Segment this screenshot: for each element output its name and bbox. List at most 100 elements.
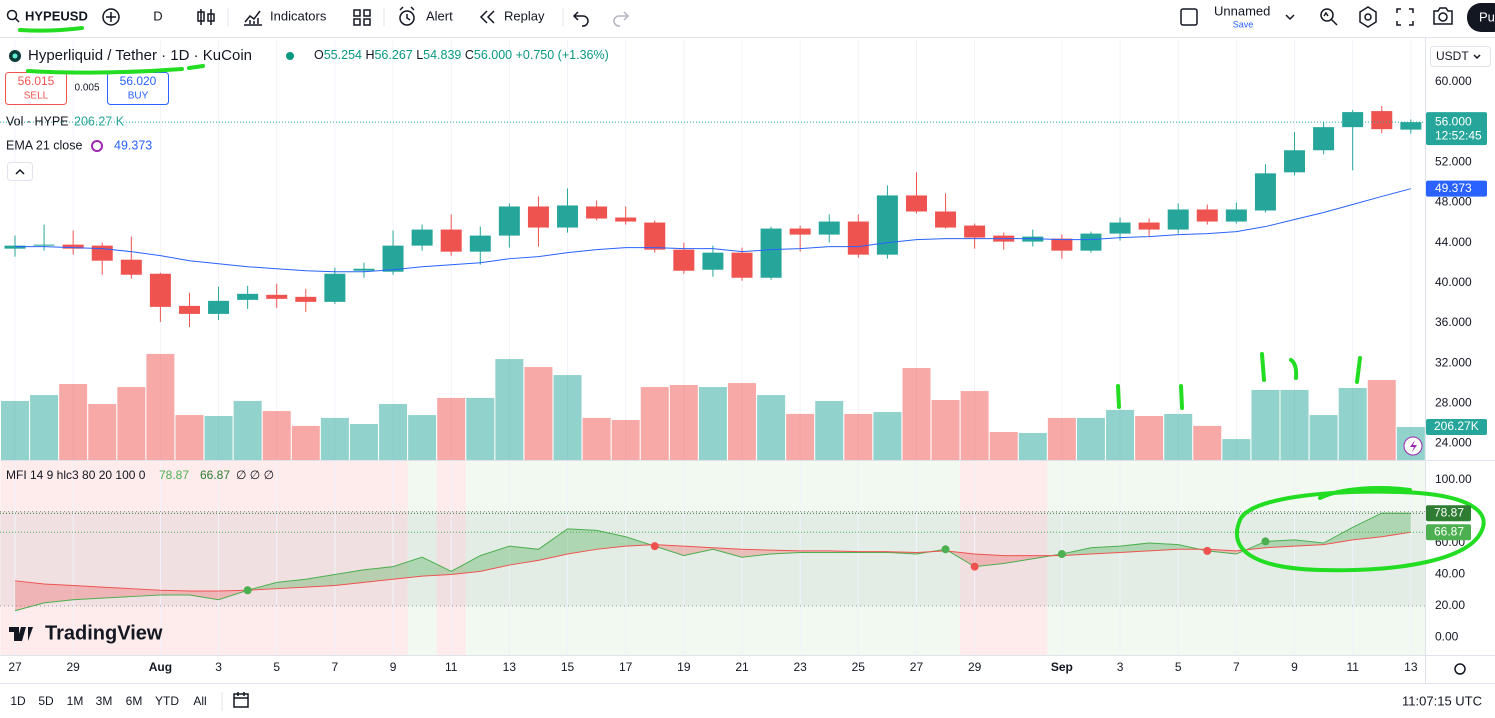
- candle-body: [1400, 122, 1422, 130]
- replay-button[interactable]: Replay: [504, 8, 545, 23]
- axis-settings[interactable]: [1454, 663, 1466, 675]
- mfi-tag-value: 78.87: [1434, 505, 1464, 519]
- fullscreen-button[interactable]: [1396, 8, 1414, 26]
- mfi-tag: [1426, 524, 1471, 541]
- indicators-button[interactable]: Indicators: [270, 8, 327, 23]
- volume-bar: [553, 375, 582, 460]
- y-tick-label: 40.000: [1435, 275, 1472, 289]
- layout-name[interactable]: Unnamed: [1214, 3, 1270, 18]
- volume-bar: [1309, 415, 1338, 460]
- volume-bar: [466, 397, 495, 460]
- redo-button[interactable]: [613, 11, 630, 27]
- volume-bar: [698, 387, 727, 460]
- candle-body: [702, 252, 724, 270]
- indicators-icon[interactable]: [244, 10, 262, 26]
- candle-body: [673, 249, 695, 271]
- interval[interactable]: D: [153, 8, 162, 23]
- mfi-zone: [872, 461, 902, 655]
- symbol[interactable]: HYPEUSD: [25, 8, 88, 23]
- y-tick-label: 24.000: [1435, 436, 1472, 450]
- volume-bar: [960, 391, 989, 460]
- candle-body: [905, 195, 927, 212]
- candle-body: [527, 206, 549, 228]
- ohlc-value: 54.839: [423, 48, 461, 62]
- range-button[interactable]: 1M: [67, 694, 84, 708]
- symbol-title[interactable]: Hyperliquid / Tether · 1D · KuCoin: [28, 47, 252, 64]
- range-button[interactable]: 5D: [38, 694, 54, 708]
- mfi-legend[interactable]: MFI 14 9 hlc3 80 20 100 0: [6, 468, 146, 482]
- volume-bar: [1280, 389, 1309, 460]
- volume-bar: [1164, 413, 1193, 460]
- snapshot-button[interactable]: [1433, 7, 1453, 25]
- volume-bar: [262, 411, 291, 460]
- marks: [0, 106, 1425, 612]
- candle-body: [1080, 233, 1102, 251]
- layout-checkbox[interactable]: [1180, 8, 1198, 26]
- quick-search: [1323, 11, 1338, 26]
- save-label[interactable]: Save: [1233, 19, 1254, 29]
- range-button[interactable]: 1D: [10, 694, 26, 708]
- layout-menu[interactable]: [1285, 14, 1295, 21]
- layouts-icon[interactable]: [353, 9, 371, 26]
- buy-price[interactable]: 56.020: [120, 74, 157, 88]
- volume-bar: [204, 416, 233, 460]
- range-button[interactable]: YTD: [155, 694, 179, 708]
- ohlc-key: C: [465, 48, 474, 62]
- volume-bar: [669, 384, 698, 460]
- annotation: [1116, 352, 1362, 410]
- mfi-fill: [538, 528, 568, 561]
- candle-body: [295, 296, 317, 302]
- volume-legend[interactable]: Vol · HYPE: [6, 114, 69, 128]
- sell-price[interactable]: 56.015: [18, 74, 55, 88]
- x-tick-label: 21: [735, 660, 749, 674]
- collapse-legend[interactable]: [7, 162, 33, 181]
- mfi-fill: [73, 585, 103, 600]
- range-button[interactable]: All: [193, 694, 206, 708]
- candle-body: [120, 259, 142, 275]
- chart-type-icon[interactable]: [197, 9, 215, 25]
- sell-label[interactable]: SELL: [24, 91, 49, 102]
- y-tick-label: 32.000: [1435, 355, 1472, 369]
- quick-search[interactable]: [1320, 8, 1334, 22]
- range-button[interactable]: 3M: [96, 694, 113, 708]
- publish-label[interactable]: Pu: [1479, 9, 1495, 24]
- volume-tag: [1426, 418, 1487, 435]
- range-button[interactable]: 6M: [126, 694, 143, 708]
- mfi-zone: [116, 461, 146, 655]
- undo-button[interactable]: [572, 11, 589, 27]
- volume-bar: [902, 368, 931, 460]
- ema-value: 49.373: [1435, 181, 1472, 195]
- clock[interactable]: 11:07:15 UTC: [1402, 693, 1482, 708]
- candle-body: [469, 235, 491, 252]
- compare-button[interactable]: [102, 8, 120, 26]
- mfi-zone: [407, 461, 437, 655]
- candle-body: [178, 305, 200, 314]
- candle-body: [964, 225, 986, 238]
- settings-button[interactable]: [1359, 6, 1377, 28]
- candle-body: [1022, 236, 1044, 242]
- buy-label[interactable]: BUY: [128, 91, 149, 102]
- mfi-fill: [393, 557, 423, 580]
- currency[interactable]: USDT: [1436, 49, 1469, 63]
- logo[interactable]: TradingView: [45, 622, 163, 644]
- currency-button[interactable]: [1430, 46, 1491, 67]
- mfi-fill: [683, 546, 713, 556]
- date-range-button[interactable]: [233, 692, 249, 708]
- volume-bar: [844, 413, 873, 460]
- market-status: [286, 52, 294, 60]
- volume-bar: [175, 415, 204, 460]
- alert-icon[interactable]: [399, 10, 415, 26]
- ema-legend[interactable]: EMA 21 close: [6, 138, 82, 152]
- mfi-cross: [243, 586, 252, 595]
- candle-body: [644, 222, 666, 250]
- replay-icon[interactable]: [479, 10, 495, 24]
- volume-bar: [233, 400, 262, 460]
- search-icon[interactable]: [6, 9, 18, 21]
- volume-bar: [757, 395, 786, 460]
- x-tick-label: 23: [793, 660, 807, 674]
- publish-button[interactable]: [1467, 3, 1495, 32]
- candle-body: [876, 195, 898, 255]
- lightning-icon: [1410, 440, 1417, 452]
- alert-button[interactable]: Alert: [426, 8, 453, 23]
- x-tick-label: Sep: [1051, 660, 1073, 674]
